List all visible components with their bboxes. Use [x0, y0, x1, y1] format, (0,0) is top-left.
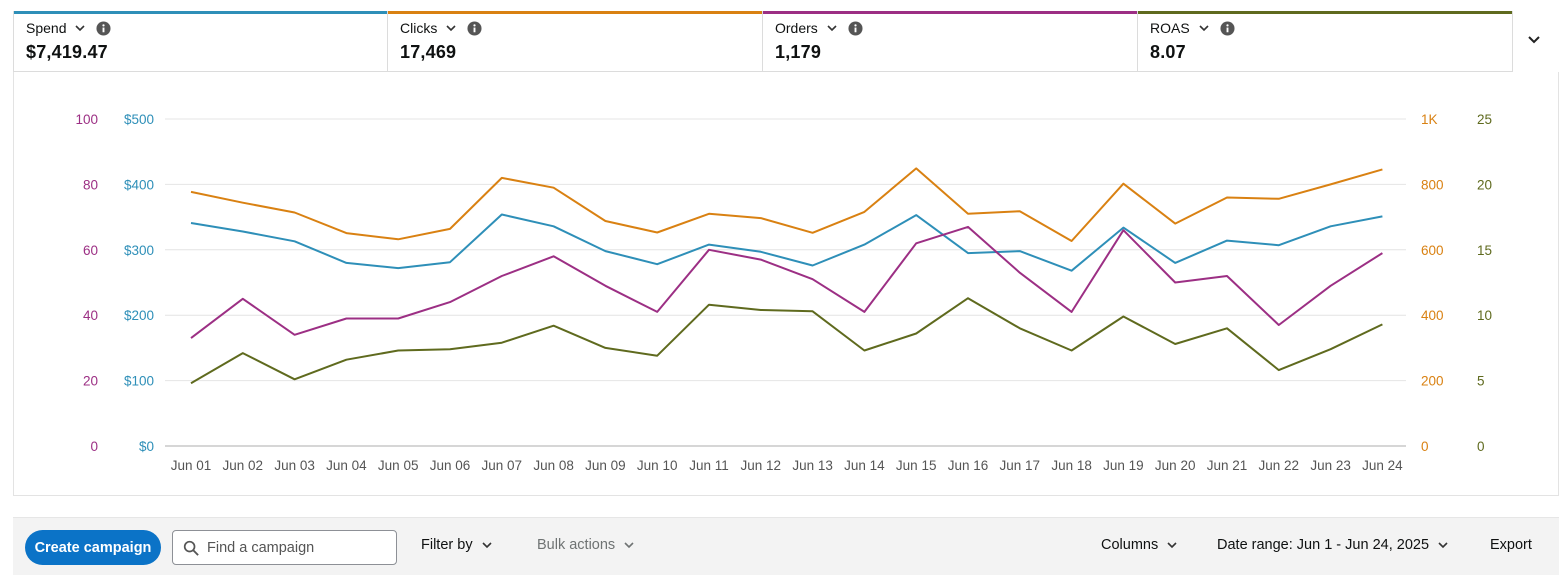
clicks-axis-tick-label: 200	[1421, 374, 1444, 389]
metric-value: 1,179	[775, 42, 822, 62]
metric-card-spend[interactable]: Spend $7,419.47	[13, 11, 388, 72]
x-axis-tick-label: Jun 13	[792, 458, 833, 473]
filter-by-dropdown[interactable]: Filter by	[421, 537, 493, 553]
x-axis-tick-label: Jun 08	[533, 458, 574, 473]
x-axis-tick-label: Jun 07	[482, 458, 523, 473]
metric-label: Clicks	[400, 20, 438, 36]
performance-chart-panel: 0 20 40 60 80 100 $0 $100 $200 $300 $400 $500 0 200 40…	[13, 72, 1559, 496]
clicks-axis-tick-label: 600	[1421, 243, 1444, 258]
search-box	[172, 530, 397, 565]
spend-axis-tick-label: $400	[124, 177, 154, 192]
x-axis-tick-label: Jun 11	[689, 458, 729, 473]
x-axis-tick-label: Jun 02	[223, 458, 264, 473]
expand-chart-chevron-icon[interactable]	[1522, 30, 1546, 50]
x-axis-tick-label: Jun 21	[1207, 458, 1248, 473]
x-axis-tick-label: Jun 22	[1259, 458, 1300, 473]
spend-axis-tick-label: $100	[124, 374, 154, 389]
info-icon[interactable]	[848, 20, 863, 36]
metric-card-roas[interactable]: ROAS 8.07	[1138, 11, 1513, 72]
chevron-down-icon	[1167, 542, 1177, 549]
roas-axis-tick-label: 25	[1477, 112, 1492, 127]
orders-axis-tick-label: 100	[75, 112, 98, 127]
spend-axis-tick-label: $500	[124, 112, 154, 127]
roas-axis-tick-label: 15	[1477, 243, 1492, 258]
filter-by-label: Filter by	[421, 537, 473, 553]
clicks-axis-tick-label: 1K	[1421, 112, 1438, 127]
x-axis-tick-label: Jun 19	[1103, 458, 1144, 473]
bulk-actions-label: Bulk actions	[537, 537, 616, 553]
spend-axis-tick-label: $200	[124, 308, 154, 323]
x-axis-tick-label: Jun 04	[326, 458, 367, 473]
orders-series-line	[190, 225, 1383, 339]
x-axis-tick-label: Jun 20	[1155, 458, 1196, 473]
columns-label: Columns	[1101, 537, 1159, 553]
metric-label: ROAS	[1150, 20, 1190, 36]
info-icon[interactable]	[96, 20, 112, 36]
chevron-down-icon[interactable]	[826, 22, 838, 34]
clicks-series-line	[190, 167, 1383, 242]
x-axis-tick-label: Jun 03	[274, 458, 315, 473]
x-axis-tick-label: Jun 06	[430, 458, 471, 473]
x-axis-tick-label: Jun 10	[637, 458, 678, 473]
roas-axis-tick-label: 10	[1477, 308, 1492, 323]
orders-axis-tick-label: 0	[90, 439, 98, 454]
x-axis-tick-label: Jun 05	[378, 458, 419, 473]
info-icon[interactable]	[467, 20, 482, 36]
x-axis-tick-label: Jun 12	[741, 458, 782, 473]
orders-axis-tick-label: 60	[83, 243, 98, 258]
columns-dropdown[interactable]: Columns	[1101, 537, 1178, 553]
roas-axis-tick-label: 5	[1477, 374, 1485, 389]
metric-value: 8.07	[1150, 42, 1186, 62]
metric-color-bar	[14, 11, 387, 14]
x-axis-tick-label: Jun 15	[896, 458, 937, 473]
metric-label: Orders	[775, 20, 818, 36]
date-range-dropdown[interactable]: Date range: Jun 1 - Jun 24, 2025	[1217, 537, 1449, 553]
x-axis-tick-label: Jun 14	[844, 458, 885, 473]
roas-axis-tick-label: 0	[1477, 439, 1485, 454]
orders-axis-tick-label: 80	[83, 177, 98, 192]
chevron-down-icon	[482, 542, 492, 549]
export-label: Export	[1490, 537, 1532, 553]
x-axis-tick-label: Jun 24	[1362, 458, 1403, 473]
metric-value: $7,419.47	[26, 42, 108, 62]
performance-chart: 020406080100$0$100$200$300$400$500020040…	[75, 112, 1492, 473]
spend-axis-tick-label: $0	[139, 439, 154, 454]
chevron-down-icon	[1438, 542, 1448, 549]
orders-axis-tick-label: 40	[83, 308, 98, 323]
metric-value: 17,469	[400, 42, 457, 62]
roas-axis-tick-label: 20	[1477, 177, 1492, 192]
metric-label: Spend	[26, 20, 67, 36]
metric-color-bar	[763, 11, 1137, 14]
x-axis-tick-label: Jun 09	[585, 458, 626, 473]
metric-color-bar	[388, 11, 762, 14]
chevron-down-icon[interactable]	[74, 22, 86, 34]
x-axis-tick-label: Jun 01	[171, 458, 212, 473]
metric-card-clicks[interactable]: Clicks 17,469	[388, 11, 763, 72]
campaign-toolbar: Create campaign Filter by Bulk actions C…	[13, 517, 1559, 575]
search-icon	[183, 540, 199, 556]
roas-series-line	[190, 297, 1383, 385]
date-range-label: Date range: Jun 1 - Jun 24, 2025	[1217, 537, 1430, 553]
chevron-down-icon[interactable]	[1198, 22, 1210, 34]
orders-axis-tick-label: 20	[83, 374, 98, 389]
x-axis-tick-label: Jun 23	[1310, 458, 1351, 473]
search-input[interactable]	[207, 533, 392, 562]
x-axis-tick-label: Jun 18	[1051, 458, 1092, 473]
metrics-bar: Spend $7,419.47 Clicks 17,469 Orders 1,1…	[13, 11, 1513, 72]
info-icon[interactable]	[1220, 20, 1235, 36]
clicks-axis-tick-label: 800	[1421, 177, 1444, 192]
clicks-axis-tick-label: 400	[1421, 308, 1444, 323]
export-button[interactable]: Export	[1490, 537, 1532, 553]
chevron-down-icon	[624, 542, 634, 549]
clicks-axis-tick-label: 0	[1421, 439, 1429, 454]
bulk-actions-dropdown[interactable]: Bulk actions	[537, 537, 635, 553]
spend-series-line	[190, 213, 1383, 272]
x-axis-tick-label: Jun 17	[1000, 458, 1041, 473]
metric-card-orders[interactable]: Orders 1,179	[763, 11, 1138, 72]
spend-axis-tick-label: $300	[124, 243, 154, 258]
chevron-down-icon[interactable]	[445, 22, 457, 34]
x-axis-tick-label: Jun 16	[948, 458, 989, 473]
metric-color-bar	[1138, 11, 1512, 14]
create-campaign-button[interactable]: Create campaign	[25, 530, 161, 565]
